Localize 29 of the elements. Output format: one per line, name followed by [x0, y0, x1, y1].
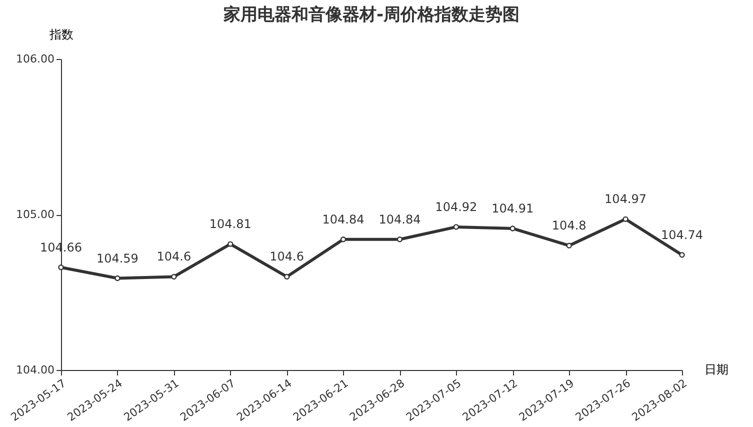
y-tick-label: 105.00: [16, 208, 54, 221]
y-tick-label: 106.00: [16, 52, 54, 66]
y-tick-label: 104.00: [16, 364, 54, 376]
data-label: 104.84: [378, 212, 421, 226]
point: [396, 236, 403, 242]
data-label: 104.74: [661, 228, 703, 242]
data-label: 104.91: [492, 201, 534, 216]
point: [171, 274, 177, 280]
point: [58, 264, 64, 270]
point: [114, 275, 120, 282]
data-label: 104.84: [322, 212, 364, 226]
point: [284, 274, 290, 280]
data-label: 104.6: [156, 250, 192, 264]
data-label: 104.81: [209, 217, 252, 232]
point: [453, 224, 460, 230]
data-label: 104.59: [96, 251, 138, 266]
data-label: 104.8: [552, 218, 586, 233]
y-axis-title: 指数: [48, 28, 74, 42]
point: [510, 226, 516, 232]
point: [228, 241, 234, 247]
point: [679, 252, 685, 258]
point: [566, 242, 572, 248]
data-label: 104.92: [435, 200, 478, 214]
data-label: 104.97: [604, 192, 647, 206]
point: [622, 216, 628, 222]
x-axis-title: 日期: [704, 362, 728, 376]
point: [340, 236, 346, 242]
data-label: 104.6: [270, 250, 304, 264]
chart-title: 家用电器和音像器材-周价格指数走势图: [222, 5, 520, 25]
